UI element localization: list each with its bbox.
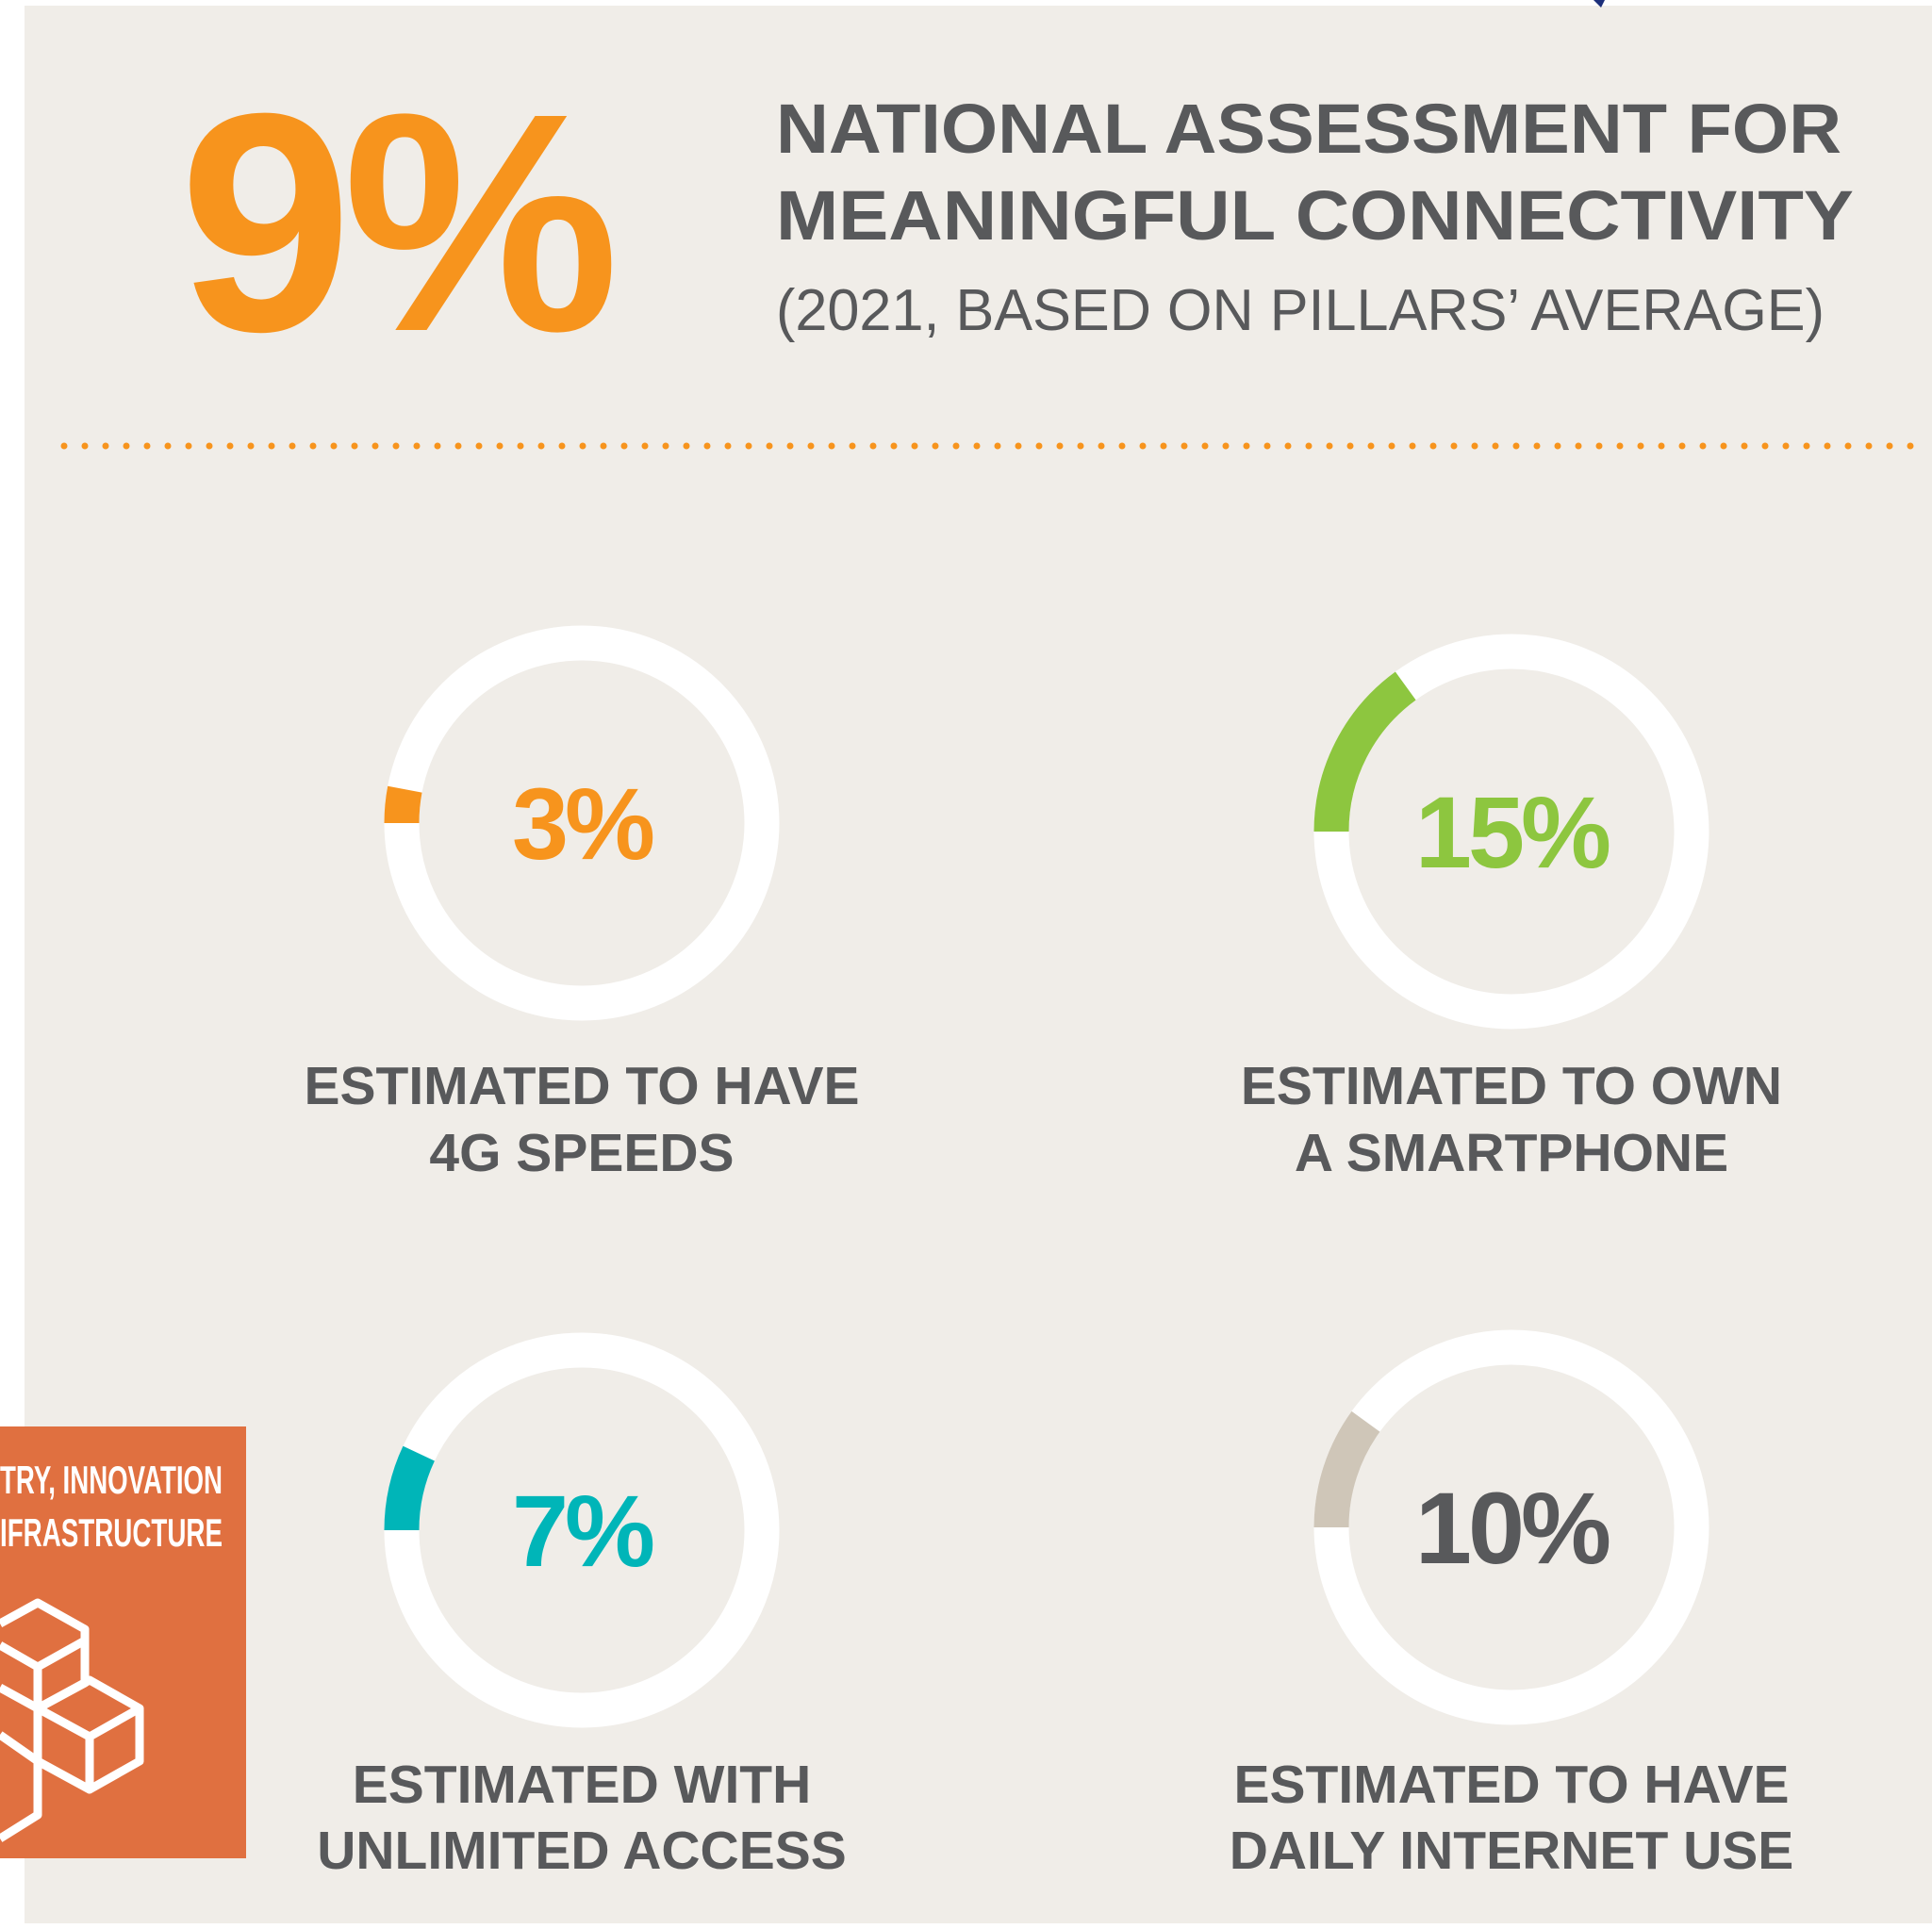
value-label: 15%: [1415, 775, 1610, 889]
sdg-logo: TRY, INNOVATION IFRASTRUCTURE: [0, 1426, 246, 1858]
subtitle: (2021, BASED ON PILLARS’ AVERAGE): [776, 278, 1825, 343]
title-line: NATIONAL ASSESSMENT FOR: [776, 90, 1841, 168]
donut-arc: [384, 1445, 436, 1531]
logo-text: IFRASTRUCTURE: [0, 1510, 223, 1555]
caption: 4G SPEEDS: [429, 1123, 734, 1183]
caption: ESTIMATED TO HAVE: [1233, 1755, 1789, 1815]
value-label: 3%: [512, 767, 653, 881]
logo-cubes: [0, 1598, 144, 1842]
caption: UNLIMITED ACCESS: [317, 1821, 847, 1881]
value-label: 7%: [512, 1474, 653, 1588]
corner-mark: [1593, 0, 1605, 8]
caption: DAILY INTERNET USE: [1230, 1821, 1794, 1881]
caption: ESTIMATED TO HAVE: [304, 1056, 859, 1116]
caption: A SMARTPHONE: [1295, 1123, 1728, 1183]
donut-arc: [384, 785, 422, 824]
value-label: 10%: [1415, 1471, 1610, 1585]
caption: ESTIMATED WITH: [353, 1755, 812, 1815]
big-figure: 9%: [179, 48, 615, 396]
donut-arc: [1313, 671, 1416, 833]
donut-arc: [1313, 1410, 1380, 1528]
title-line: MEANINGFUL CONNECTIVITY: [776, 176, 1854, 255]
logo-text: TRY, INNOVATION: [0, 1458, 223, 1502]
caption: ESTIMATED TO OWN: [1241, 1056, 1782, 1116]
